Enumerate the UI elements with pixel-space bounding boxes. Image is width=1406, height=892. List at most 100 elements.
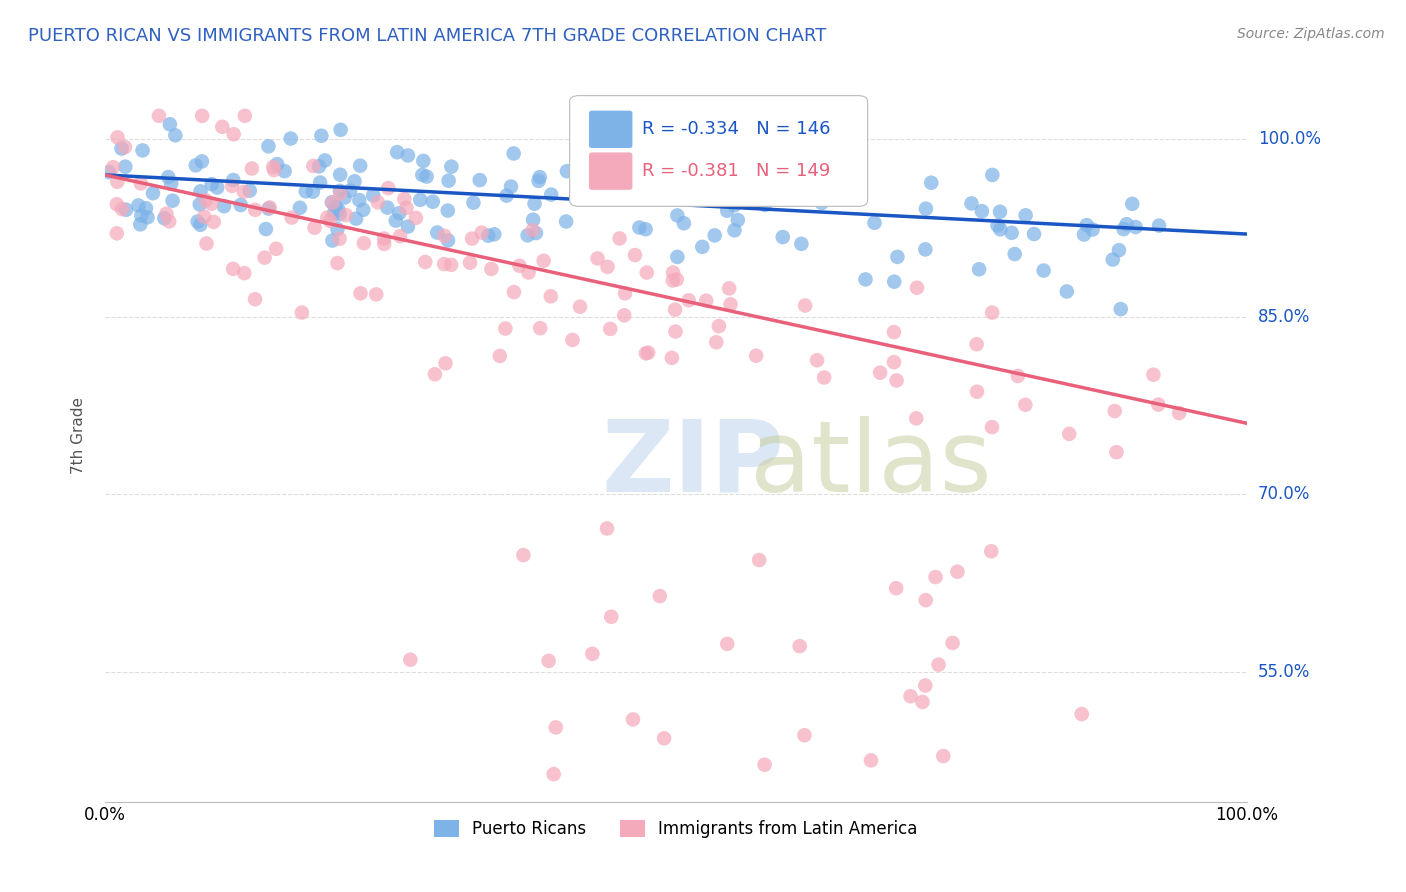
Point (471, 226, 494, 240)
Point (191, 109, 214, 123)
Point (280, 131, 302, 145)
Point (366, 287, 388, 301)
Point (745, 349, 768, 363)
Point (339, 184, 361, 198)
Point (1147, 219, 1170, 233)
Point (967, 262, 990, 277)
Point (1108, 243, 1130, 257)
Point (516, 228, 538, 243)
Point (433, 228, 456, 243)
Text: 70.0%: 70.0% (1258, 485, 1310, 503)
Point (1081, 222, 1104, 236)
Point (624, 248, 647, 262)
Point (326, 256, 349, 270)
Point (304, 220, 326, 235)
Point (1007, 368, 1029, 383)
Point (883, 355, 905, 369)
Point (349, 193, 371, 207)
Point (314, 153, 336, 168)
FancyBboxPatch shape (589, 111, 633, 148)
Point (191, 154, 214, 169)
Point (911, 695, 934, 709)
Point (479, 261, 502, 276)
Point (131, 209, 153, 223)
Point (561, 333, 583, 347)
Point (321, 195, 343, 210)
Point (389, 229, 412, 244)
Point (1168, 406, 1191, 420)
Point (127, 198, 149, 212)
Point (981, 305, 1004, 319)
Point (105, 197, 128, 211)
Point (1022, 227, 1045, 241)
Point (328, 232, 350, 246)
Point (569, 300, 592, 314)
Point (522, 212, 544, 227)
Point (396, 219, 419, 234)
Point (157, 214, 180, 228)
Point (413, 255, 436, 269)
Point (385, 145, 408, 160)
Point (695, 293, 717, 308)
Point (264, 242, 287, 256)
Point (239, 184, 262, 198)
Point (105, 175, 128, 189)
Point (240, 161, 263, 176)
Point (97, 165, 120, 179)
Point (932, 749, 955, 764)
Point (766, 188, 789, 202)
Point (1070, 707, 1092, 722)
Point (329, 184, 352, 198)
Point (981, 420, 1004, 434)
Point (678, 293, 700, 308)
Point (477, 228, 499, 243)
Point (433, 257, 456, 271)
Point (309, 176, 332, 190)
Point (254, 222, 277, 236)
Point (328, 202, 350, 217)
Point (115, 202, 138, 217)
Point (666, 209, 689, 223)
Point (257, 139, 280, 153)
Point (311, 128, 333, 143)
Point (1104, 404, 1126, 418)
Point (672, 216, 695, 230)
Point (543, 767, 565, 781)
Point (259, 201, 281, 215)
Point (883, 325, 905, 339)
Point (377, 181, 399, 195)
Point (426, 226, 449, 240)
Point (599, 322, 621, 336)
Text: PUERTO RICAN VS IMMIGRANTS FROM LATIN AMERICA 7TH GRADE CORRELATION CHART: PUERTO RICAN VS IMMIGRANTS FROM LATIN AM… (28, 27, 827, 45)
Point (329, 168, 352, 182)
Point (754, 198, 776, 212)
Point (463, 195, 485, 210)
Point (222, 173, 245, 187)
Text: Source: ZipAtlas.com: Source: ZipAtlas.com (1237, 27, 1385, 41)
Point (920, 176, 942, 190)
Point (288, 201, 311, 215)
Point (502, 146, 524, 161)
Point (107, 130, 129, 145)
Point (508, 259, 530, 273)
Point (980, 544, 1002, 558)
Point (153, 211, 176, 226)
Point (810, 196, 832, 211)
Point (148, 109, 170, 123)
Point (1076, 218, 1098, 232)
Text: atlas: atlas (749, 416, 991, 513)
Point (914, 679, 936, 693)
Point (716, 637, 738, 651)
Point (160, 177, 183, 191)
Point (704, 335, 727, 350)
Point (723, 223, 745, 237)
Point (988, 204, 1011, 219)
Point (692, 240, 714, 254)
Point (793, 728, 815, 742)
Text: R = -0.334   N = 146: R = -0.334 N = 146 (641, 120, 830, 138)
Point (1105, 445, 1128, 459)
Point (628, 220, 651, 235)
Point (652, 731, 675, 746)
Point (211, 120, 233, 134)
Point (326, 222, 349, 236)
